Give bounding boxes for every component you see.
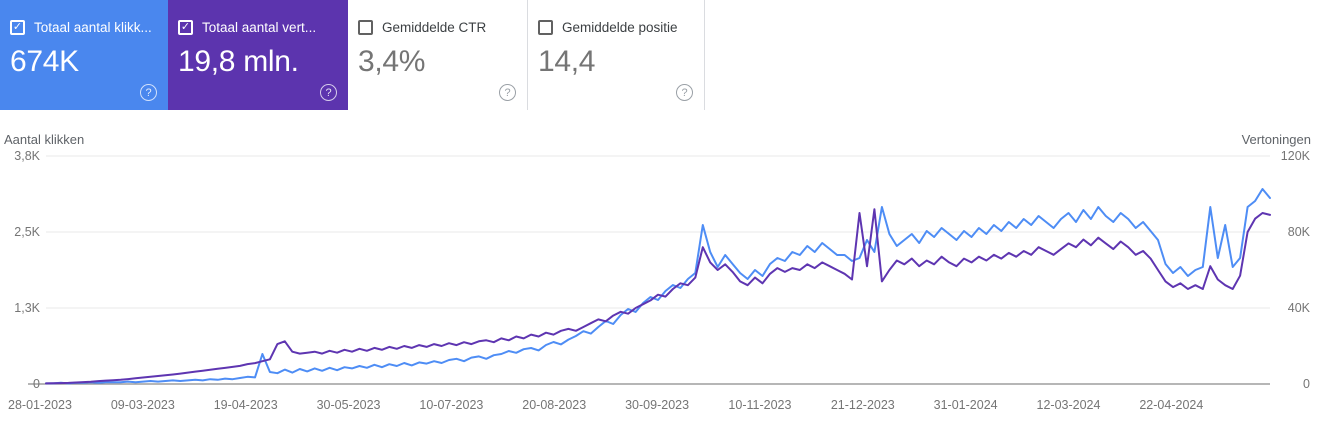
metric-card-value: 3,4% (358, 45, 426, 78)
checkbox-checked-icon[interactable]: ✓ (10, 20, 25, 35)
help-icon[interactable]: ? (676, 84, 693, 101)
y-axis-title-impressions: Vertoningen (1241, 132, 1311, 147)
metric-card-value: 19,8 mln. (178, 45, 299, 78)
y-axis-tick-left: 0 (33, 377, 40, 391)
metric-card-total-impressions[interactable]: ✓ Totaal aantal vert... 19,8 mln. ? (168, 0, 348, 110)
metric-card-average-position[interactable]: Gemiddelde positie 14,4 ? (527, 0, 705, 110)
metric-card-label: Gemiddelde positie (562, 20, 678, 35)
y-axis-tick-right: 80K (1287, 225, 1310, 239)
x-axis-tick: 10-11-2023 (728, 398, 792, 412)
performance-chart: Aantal klikken Vertoningen 3,8K 2,5K 1,3K 0… (0, 110, 1318, 434)
x-axis-tick: 12-03-2024 (1036, 398, 1101, 412)
x-axis-tick: 20-08-2023 (522, 398, 587, 412)
x-axis-tick: 28-01-2023 (8, 398, 72, 412)
checkbox-unchecked-icon[interactable] (538, 20, 553, 35)
metric-cards-row: ✓ Totaal aantal klikk... 674K ? ✓ Totaal… (0, 0, 705, 110)
y-axis-tick-left: 1,3K (14, 301, 40, 315)
y-axis-tick-left: 2,5K (14, 225, 40, 239)
metric-card-average-ctr[interactable]: Gemiddelde CTR 3,4% ? (348, 0, 527, 110)
checkbox-unchecked-icon[interactable] (358, 20, 373, 35)
y-axis-tick-right: 120K (1280, 149, 1310, 163)
x-axis-tick: 30-05-2023 (316, 398, 381, 412)
help-icon[interactable]: ? (320, 84, 337, 101)
x-axis-tick: 22-04-2024 (1139, 398, 1204, 412)
metric-card-value: 14,4 (538, 45, 596, 78)
help-icon[interactable]: ? (140, 84, 157, 101)
y-axis-tick-left: 3,8K (14, 149, 40, 163)
x-axis-tick: 31-01-2024 (933, 398, 998, 412)
x-axis-tick: 10-07-2023 (419, 398, 484, 412)
x-axis-tick: 19-04-2023 (213, 398, 278, 412)
x-axis-tick: 09-03-2023 (110, 398, 175, 412)
metric-card-label: Totaal aantal vert... (202, 20, 317, 35)
x-axis-tick: 21-12-2023 (830, 398, 895, 412)
x-axis-tick: 30-09-2023 (625, 398, 690, 412)
y-axis-title-clicks: Aantal klikken (4, 132, 85, 147)
help-icon[interactable]: ? (499, 84, 516, 101)
metric-card-label: Totaal aantal klikk... (34, 20, 152, 35)
metric-card-value: 674K (10, 45, 79, 78)
metric-card-label: Gemiddelde CTR (382, 20, 487, 35)
checkbox-checked-icon[interactable]: ✓ (178, 20, 193, 35)
y-axis-tick-right: 0 (1303, 377, 1310, 391)
y-axis-tick-right: 40K (1287, 301, 1310, 315)
chart-plot-area[interactable] (46, 156, 1270, 384)
metric-card-total-clicks[interactable]: ✓ Totaal aantal klikk... 674K ? (0, 0, 168, 110)
